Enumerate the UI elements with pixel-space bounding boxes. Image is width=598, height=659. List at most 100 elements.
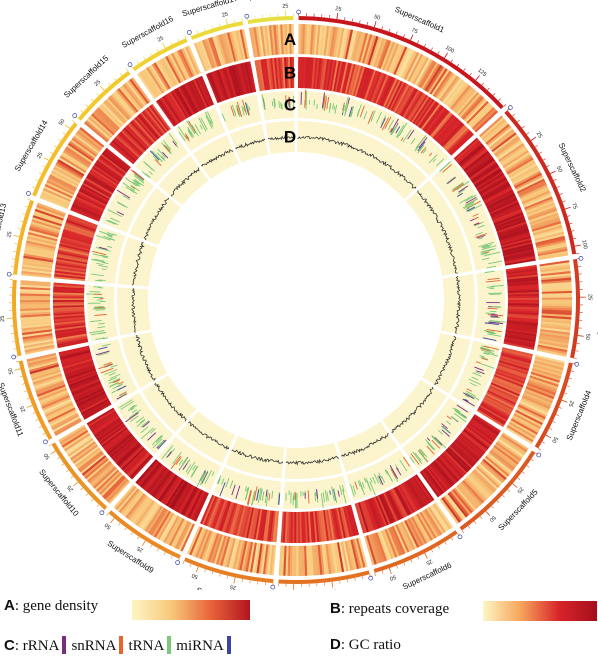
ncrna-tick xyxy=(188,128,194,137)
ideogram-minor-tick xyxy=(189,33,192,37)
ideogram-minor-tick xyxy=(15,361,19,363)
gene-density-bin xyxy=(453,487,475,513)
repeat-coverage-bin xyxy=(507,299,539,302)
ncrna-tick xyxy=(130,185,136,190)
ideogram-major-tick xyxy=(561,399,568,403)
ncrna-tick xyxy=(396,467,402,476)
ideogram-minor-tick xyxy=(219,573,221,577)
gene-density-bin xyxy=(42,189,71,204)
ncrna-tick xyxy=(278,493,281,505)
gene-density-bin xyxy=(510,165,538,182)
gene-density-bin xyxy=(398,49,414,78)
ncrna-tick xyxy=(187,130,194,139)
legend-b-letter: B xyxy=(330,600,341,617)
gene-density-bin xyxy=(56,160,84,178)
repeat-coverage-bin xyxy=(52,297,85,301)
gene-density-bin xyxy=(40,393,70,407)
repeat-coverage-bin xyxy=(345,505,356,537)
ideogram-minor-tick xyxy=(531,458,534,462)
gene-density-bin xyxy=(20,311,51,316)
gene-density-bin xyxy=(503,152,531,170)
repeat-coverage-bin xyxy=(101,152,128,173)
repeat-coverage-bin xyxy=(507,295,539,299)
gene-density-bin xyxy=(402,51,418,80)
repeat-coverage-bin xyxy=(422,469,443,496)
repeat-coverage-bin xyxy=(136,460,159,485)
repeat-coverage-bin xyxy=(498,226,529,239)
repeat-coverage-bin xyxy=(268,58,274,90)
repeat-coverage-bin xyxy=(73,199,103,214)
ncrna-tick xyxy=(98,322,105,325)
ncrna-tick xyxy=(106,363,112,366)
repeat-coverage-bin xyxy=(65,366,96,379)
gene-density-bin xyxy=(541,275,572,281)
ncrna-tick xyxy=(245,487,250,499)
repeat-coverage-bin xyxy=(182,487,199,516)
repeat-coverage-bin xyxy=(80,185,109,203)
gene-density-bin xyxy=(331,26,339,57)
gene-density-bin xyxy=(21,329,52,336)
repeat-coverage-bin xyxy=(225,502,237,534)
gene-density-bin xyxy=(419,61,437,89)
gene-density-bin xyxy=(205,532,218,562)
tick-label: 25 xyxy=(136,545,144,553)
ncrna-tick xyxy=(147,432,157,441)
ideogram-band xyxy=(51,442,108,510)
gene-density-bin xyxy=(522,393,552,408)
ideogram-minor-tick xyxy=(473,520,477,524)
gene-density-bin xyxy=(118,488,140,513)
repeat-coverage-bin xyxy=(339,62,349,93)
repeat-coverage-bin xyxy=(468,422,495,443)
repeat-coverage-bin xyxy=(297,511,301,543)
ncrna-tick xyxy=(476,370,485,375)
ncrna-tick xyxy=(375,111,382,124)
repeat-coverage-bin xyxy=(463,429,489,450)
repeat-coverage-bin xyxy=(262,59,269,91)
gene-density-bin xyxy=(434,502,454,529)
ideogram-minor-tick xyxy=(204,27,206,31)
gene-density-bin xyxy=(395,524,410,553)
ncrna-tick xyxy=(260,488,263,494)
repeat-coverage-bin xyxy=(210,498,224,529)
repeat-coverage-bin xyxy=(469,160,496,180)
ncrna-tick xyxy=(356,108,360,116)
repeat-coverage-bin xyxy=(288,511,292,543)
repeat-coverage-bin xyxy=(412,476,432,504)
gene-density-bin xyxy=(491,132,517,153)
repeat-coverage-bin xyxy=(120,130,145,154)
gene-density-bin xyxy=(494,137,521,158)
ncrna-tick xyxy=(485,312,496,315)
scaffold-origin-marker xyxy=(574,361,580,367)
ideogram-minor-tick xyxy=(546,165,550,168)
legend-a: A: gene density xyxy=(4,597,98,615)
scaffold-origin-marker xyxy=(6,271,12,277)
gene-density-bin xyxy=(44,402,74,417)
repeat-coverage-bin xyxy=(95,420,123,440)
repeat-coverage-bin xyxy=(71,381,102,396)
gene-density-bin xyxy=(61,429,89,448)
gc-ratio-line xyxy=(285,455,339,466)
ncrna-tick xyxy=(92,253,107,258)
gene-density-bin xyxy=(256,543,263,574)
gene-density-bin xyxy=(193,528,207,557)
ncrna-tick xyxy=(380,475,386,483)
repeat-coverage-bin xyxy=(390,488,407,518)
repeat-coverage-bin xyxy=(164,94,183,122)
ncrna-tick xyxy=(98,363,113,370)
legend-b: B: repeats coverage xyxy=(330,600,449,618)
gene-density-bin xyxy=(180,48,196,77)
repeat-coverage-bin xyxy=(69,377,100,391)
gene-density-bin xyxy=(441,497,461,523)
tick-label: 75 xyxy=(570,202,578,210)
gene-density-bin xyxy=(352,31,362,62)
ncrna-tick xyxy=(425,439,436,451)
ncrna-tick xyxy=(438,430,444,435)
repeat-coverage-bin xyxy=(408,478,427,507)
ncrna-tick xyxy=(134,178,144,187)
repeat-coverage-bin xyxy=(339,507,348,538)
repeat-coverage-bin xyxy=(59,347,90,357)
gene-density-bin xyxy=(20,301,51,305)
track-c-bg xyxy=(213,467,282,509)
gene-density-bin xyxy=(226,32,237,62)
gc-ratio-line xyxy=(297,135,417,189)
